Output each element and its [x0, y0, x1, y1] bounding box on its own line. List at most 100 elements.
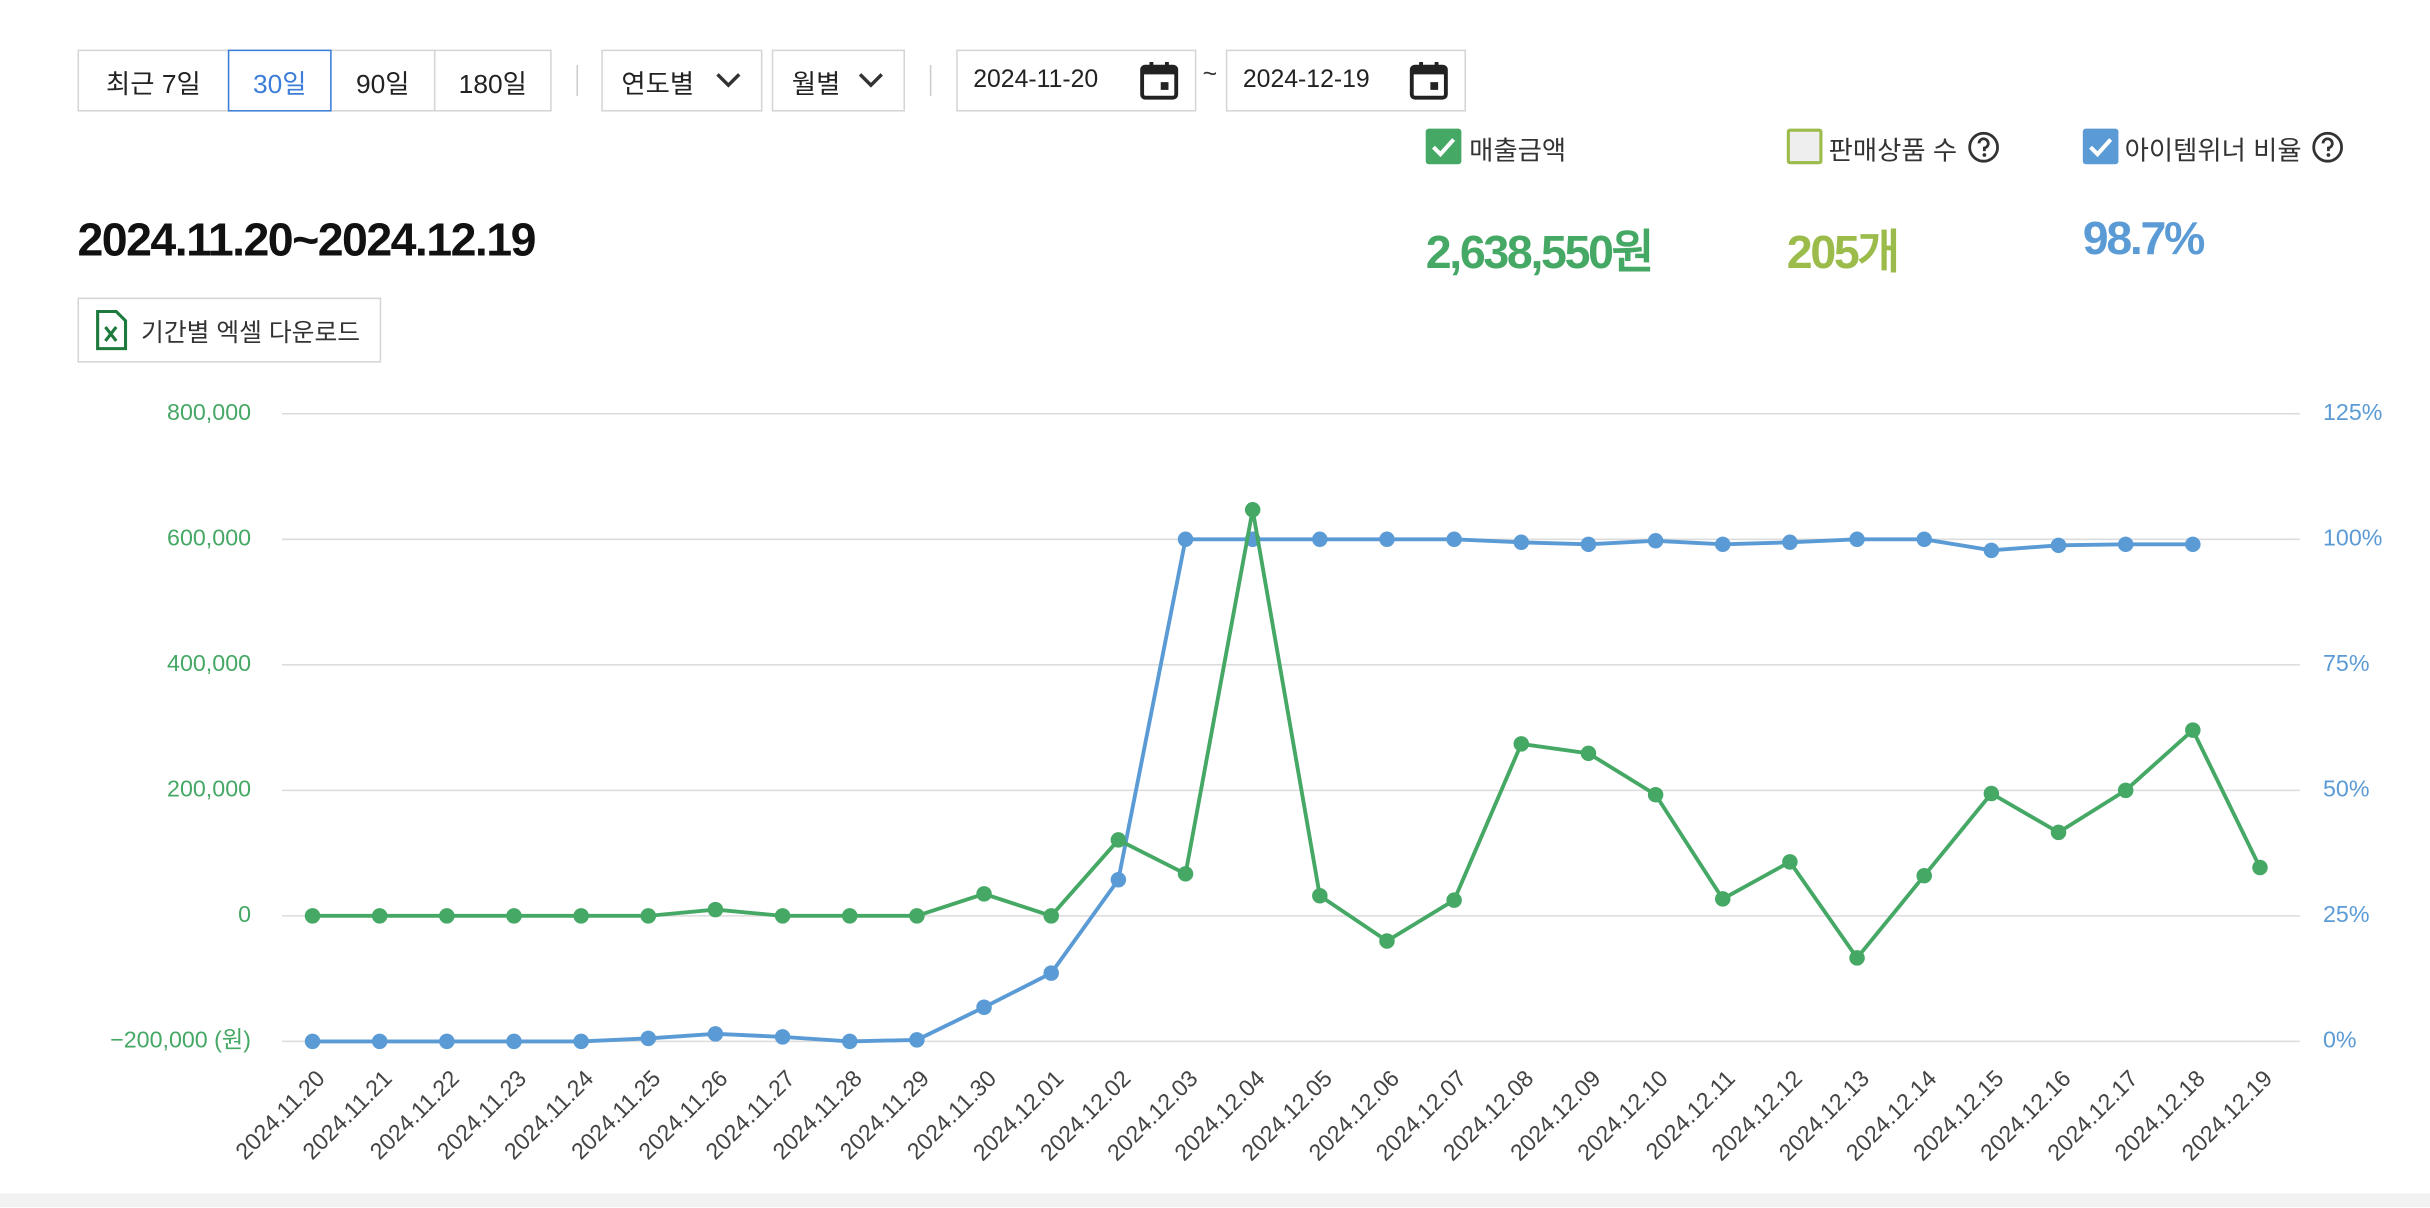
data-point — [506, 908, 522, 924]
data-point — [439, 908, 455, 924]
data-point — [640, 908, 657, 924]
footer-strip — [0, 1193, 2430, 1208]
data-point — [2117, 782, 2134, 799]
period-button[interactable]: 180일 — [433, 49, 552, 112]
data-point — [1715, 891, 1731, 907]
data-point — [1244, 502, 1261, 518]
data-point — [371, 1033, 388, 1050]
metric-checkbox[interactable] — [1786, 128, 1823, 165]
data-point — [1647, 533, 1664, 549]
data-point — [1043, 965, 1059, 981]
data-point — [371, 908, 388, 924]
data-point — [1916, 531, 1932, 548]
data-point — [1379, 531, 1395, 548]
data-point — [304, 908, 321, 924]
data-point — [1715, 536, 1731, 553]
data-point — [1513, 736, 1530, 752]
y2-tick-label: 0% — [2323, 1027, 2357, 1053]
data-point — [573, 908, 589, 924]
data-point — [707, 901, 724, 918]
separator — [929, 65, 932, 97]
data-point — [842, 908, 858, 924]
data-point — [1782, 534, 1798, 551]
metric-checkbox[interactable] — [2082, 128, 2119, 165]
date-text: 2024-11-20 — [973, 66, 1099, 93]
button-text: 기간별 엑셀 다운로드 — [141, 320, 361, 348]
data-point — [2252, 859, 2268, 876]
y-tick-label: 0 — [238, 901, 251, 927]
chevron-icon — [716, 73, 741, 88]
y-tick-label: 200,000 — [167, 775, 251, 801]
period-button[interactable]: 최근 7일 — [77, 49, 230, 112]
data-point — [1110, 832, 1127, 848]
data-point — [1580, 536, 1597, 553]
metric-label: 아이템위너 비율 — [2124, 136, 2302, 166]
data-point — [1312, 531, 1328, 548]
data-point — [1580, 745, 1597, 762]
metric-label: 매출금액 — [1469, 136, 1567, 166]
data-point — [439, 1033, 455, 1050]
chevron-icon — [858, 73, 883, 88]
data-point — [1312, 888, 1328, 904]
date-separator: ~ — [1202, 61, 1218, 89]
data-point — [1782, 854, 1798, 870]
data-point — [1647, 786, 1664, 803]
data-point — [304, 1033, 321, 1050]
month-dropdown[interactable]: 월별 — [771, 49, 906, 112]
y-tick-label: −200,000 (원) — [110, 1027, 251, 1053]
series-line — [312, 509, 2262, 962]
data-point — [640, 1030, 657, 1047]
data-point — [1849, 950, 1865, 966]
metric-label: 판매상품 수 — [1828, 136, 1958, 166]
data-point — [2050, 824, 2067, 841]
metric-value: 205개 — [1786, 227, 1900, 279]
data-point — [2117, 536, 2134, 553]
data-point — [506, 1033, 522, 1050]
y-tick-label: 800,000 — [167, 399, 251, 425]
data-point — [573, 1033, 589, 1050]
data-point — [2185, 536, 2201, 553]
y2-tick-label: 125% — [2323, 399, 2382, 425]
data-point — [976, 999, 992, 1016]
data-point — [1983, 542, 2000, 559]
calendar-icon — [1409, 61, 1448, 100]
date-text: 2024-12-19 — [1242, 66, 1370, 93]
excel-icon — [96, 309, 128, 351]
start-date[interactable]: 2024-11-20 — [956, 49, 1197, 112]
data-point — [2050, 537, 2067, 554]
data-point — [774, 1029, 791, 1045]
period-button[interactable]: 30일 — [227, 49, 332, 112]
data-point — [707, 1026, 724, 1042]
data-point — [1110, 871, 1127, 888]
help-icon[interactable] — [2311, 130, 2345, 164]
help-icon[interactable] — [1967, 130, 2001, 164]
data-point — [1849, 531, 1865, 548]
excel-download-button[interactable]: 기간별 엑셀 다운로드 — [77, 297, 382, 363]
y2-tick-label: 25% — [2323, 901, 2370, 927]
data-point — [976, 886, 992, 902]
check-mark — [1432, 138, 1456, 158]
data-point — [1983, 785, 2000, 802]
year-dropdown[interactable]: 연도별 — [601, 49, 763, 112]
data-point — [1177, 866, 1194, 882]
check-mark — [2089, 138, 2113, 158]
data-point — [1379, 933, 1395, 949]
dropdown-text: 연도별 — [621, 68, 695, 99]
y-tick-label: 400,000 — [167, 650, 251, 676]
separator — [576, 65, 579, 97]
metric-checkbox[interactable] — [1425, 128, 1462, 165]
y-tick-label: 600,000 — [167, 524, 251, 550]
end-date[interactable]: 2024-12-19 — [1225, 49, 1467, 112]
data-point — [909, 1032, 925, 1048]
data-point — [2185, 722, 2201, 738]
data-point — [1446, 531, 1462, 548]
metric-value: 98.7% — [2082, 213, 2206, 265]
data-point — [842, 1033, 858, 1050]
period-button[interactable]: 90일 — [330, 49, 436, 112]
dropdown-text: 월별 — [791, 68, 841, 99]
period-title: 2024.11.20~2024.12.19 — [77, 215, 536, 267]
metric-value: 2,638,550원 — [1425, 227, 1655, 279]
